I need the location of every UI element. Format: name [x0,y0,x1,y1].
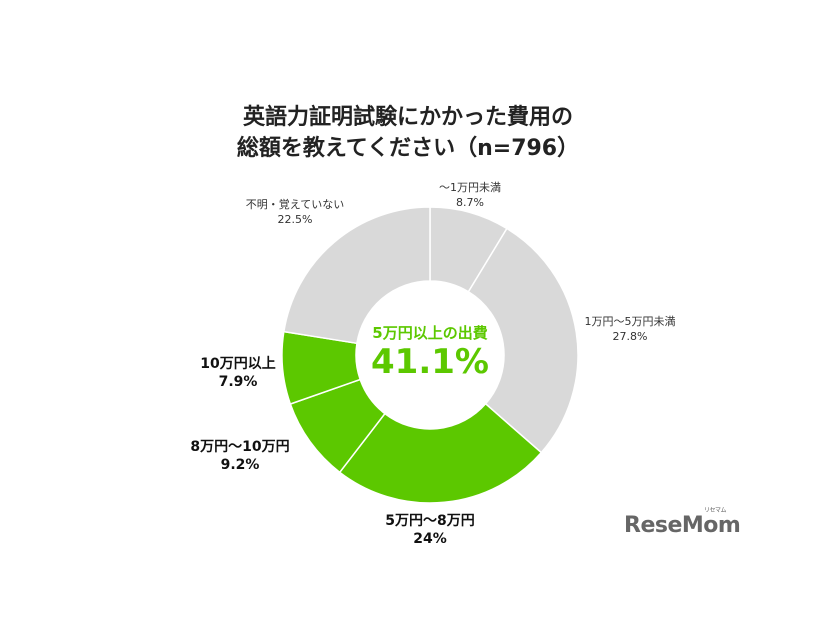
slice-label-under-10k: 〜1万円未満 8.7% [439,181,501,209]
slice-label-80k-100k: 8万円〜10万円 9.2% [190,439,290,473]
center-label: 5万円以上の出費 [372,324,488,342]
slice-label-unknown: 不明・覚えていない 22.5% [245,198,345,226]
slice-label-10k-50k: 1万円〜5万円未満 27.8% [584,315,676,343]
chart-title-line2: 総額を教えてください（n=796） [236,136,580,161]
donut-slice-5 [282,206,431,345]
slice-label-50k-80k: 5万円〜8万円 24% [385,513,475,547]
donut-slice-2 [338,402,543,504]
donut-slice-1 [467,227,579,454]
slice-label-100k-plus: 10万円以上 7.9% [200,356,276,390]
resemom-logo: ReseMom リセマム [624,507,741,538]
chart-title-line1: 英語力証明試験にかかった費用の [242,105,573,130]
center-value: 41.1% [371,342,489,382]
